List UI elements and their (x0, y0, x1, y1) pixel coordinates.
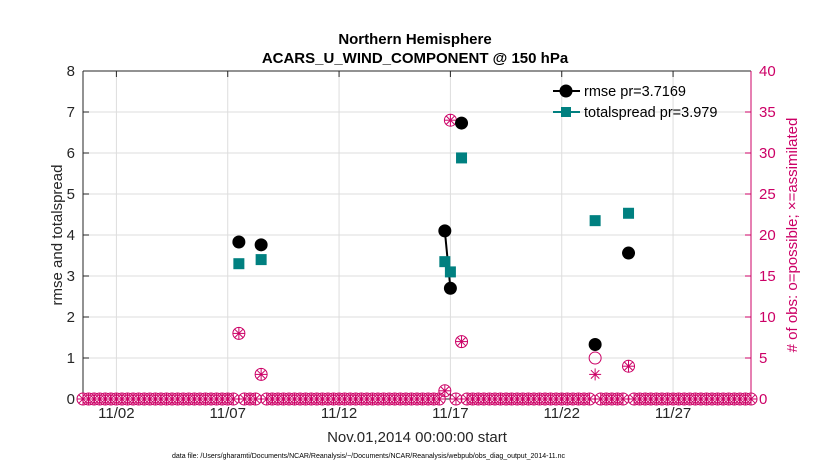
asterisk-stroke (456, 337, 467, 347)
asterisk-stroke (623, 361, 634, 371)
obs-assimilated-marker (232, 327, 245, 340)
asterisk-stroke (228, 394, 238, 404)
obs-count-markers (76, 113, 758, 406)
obs-assimilated-marker (255, 368, 268, 381)
y-axis-label-left: rmse and totalspread (49, 165, 66, 306)
rmse-point (254, 238, 268, 252)
x-tick-label: 11/12 (321, 405, 357, 422)
y-tick-label-left: 6 (67, 145, 75, 162)
y-tick-label-left: 7 (67, 104, 75, 121)
totalspread-point (439, 256, 451, 268)
totalspread-point (233, 258, 245, 270)
y-axis-label-right: # of obs: o=possible; ×=assimilated (784, 118, 801, 353)
y-tick-label-left: 5 (67, 186, 75, 203)
x-tick-label: 11/22 (544, 405, 580, 422)
asterisk-stroke (256, 369, 266, 379)
obs-assimilated-marker (589, 368, 602, 381)
obs-assimilated-marker (227, 393, 240, 405)
y-tick-label-left: 3 (67, 268, 75, 285)
y-tick-label-right: 15 (759, 268, 776, 285)
chart-title-line2: ACARS_U_WIND_COMPONENT @ 150 hPa (262, 50, 569, 67)
y-tick-label-right: 5 (759, 350, 767, 367)
legend-rmse-marker (559, 84, 573, 98)
legend: rmse pr=3.7169 totalspread pr=3.979 (553, 84, 717, 121)
y-tick-label-right: 20 (759, 227, 776, 244)
y-tick-label-left: 8 (67, 63, 75, 80)
obs-assimilated-marker (438, 384, 451, 397)
obs-assimilated-marker (444, 114, 457, 127)
asterisk-stroke (590, 369, 600, 379)
y-tick-label-right: 10 (759, 309, 776, 326)
x-axis-label: Nov.01,2014 00:00:00 start (327, 429, 508, 446)
asterisk-stroke (451, 394, 461, 404)
y-tick-label-left: 1 (67, 350, 75, 367)
obs-assimilated-marker (433, 393, 446, 405)
obs-assimilated-marker (583, 393, 596, 405)
y-tick-label-left: 2 (67, 309, 75, 326)
chart-title-line1: Northern Hemisphere (338, 31, 491, 48)
y-tick-label-right: 25 (759, 186, 776, 203)
legend-totalspread-label: totalspread pr=3.979 (584, 105, 717, 121)
asterisk-stroke (251, 394, 261, 404)
legend-rmse-label: rmse pr=3.7169 (584, 84, 686, 100)
y-tick-label-right: 40 (759, 63, 776, 80)
asterisk-stroke (440, 386, 450, 396)
asterisk-stroke (618, 394, 628, 404)
obs-assimilated-marker (745, 393, 757, 405)
rmse-point (588, 337, 602, 351)
legend-totalspread-marker (561, 107, 571, 117)
y-tick-label-right: 30 (759, 145, 776, 162)
x-tick-label: 11/27 (655, 405, 691, 422)
x-tick-label: 11/17 (432, 405, 468, 422)
obs-assimilated-marker (455, 335, 468, 348)
obs-assimilated-marker (249, 393, 262, 405)
y-tick-label-left: 0 (67, 391, 75, 408)
obs-possible-marker (588, 351, 602, 365)
obs-assimilated-marker (449, 393, 462, 405)
totalspread-point (589, 215, 601, 227)
data-file-footnote: data file: /Users/gharamti/Documents/NCA… (172, 453, 566, 460)
x-tick-label: 11/02 (98, 405, 134, 422)
asterisk-stroke (746, 394, 756, 404)
obs-assimilated-marker (616, 393, 629, 405)
obs-assimilated-marker (622, 360, 635, 373)
x-tick-label: 11/07 (210, 405, 246, 422)
totalspread-point (623, 207, 635, 219)
totalspread-point (444, 266, 456, 278)
totalspread-point (255, 254, 267, 266)
asterisk-stroke (445, 115, 455, 125)
rmse-point (232, 235, 246, 249)
rmse-point (455, 116, 469, 130)
rmse-point (438, 224, 452, 238)
asterisk-stroke (585, 394, 595, 404)
rmse-point (443, 281, 457, 295)
y-tick-label-right: 35 (759, 104, 776, 121)
series-markers (232, 116, 636, 351)
y-tick-label-right: 0 (759, 391, 767, 408)
totalspread-point (456, 152, 468, 164)
y-tick-label-left: 4 (67, 227, 75, 244)
asterisk-stroke (234, 328, 244, 338)
rmse-point (622, 246, 636, 260)
